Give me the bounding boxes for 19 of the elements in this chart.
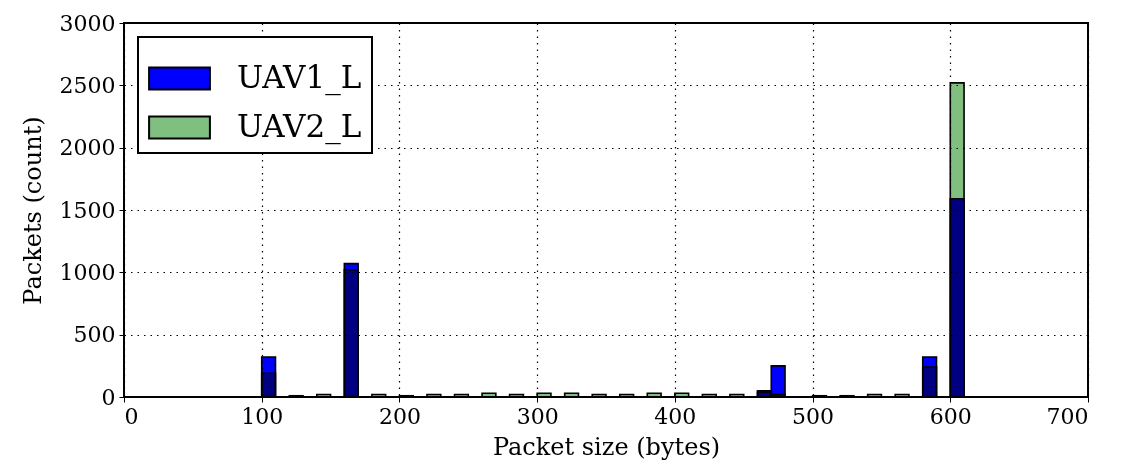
- y-tick-label: 0: [101, 384, 116, 410]
- legend-label: UAV1_L: [237, 58, 362, 96]
- x-tick-label: 500: [792, 403, 835, 429]
- x-tick-label: 200: [378, 403, 421, 429]
- y-tick-label: 2500: [59, 72, 116, 98]
- x-axis-title: Packet size (bytes): [492, 432, 721, 461]
- x-tick-label: 300: [516, 403, 559, 429]
- y-tick-label: 1500: [59, 197, 116, 223]
- x-tick-label: 600: [929, 403, 972, 429]
- legend-label: UAV2_L: [237, 107, 362, 145]
- x-tick-label: 0: [124, 403, 139, 429]
- x-tick-label: 700: [1046, 403, 1089, 429]
- y-tick-label: 2000: [59, 135, 116, 161]
- y-tick-label: 1000: [59, 259, 116, 285]
- x-tick-label: 100: [241, 403, 284, 429]
- y-tick-label: 500: [73, 322, 116, 348]
- y-tick-label: 3000: [59, 10, 116, 36]
- x-tick-label: 400: [654, 403, 697, 429]
- y-axis-title: Packets (count): [18, 116, 47, 305]
